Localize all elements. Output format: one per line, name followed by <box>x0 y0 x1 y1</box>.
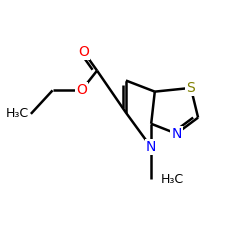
Text: H₃C: H₃C <box>161 173 184 186</box>
Text: N: N <box>146 140 156 154</box>
Text: N: N <box>171 127 182 141</box>
Text: O: O <box>78 45 89 59</box>
Text: O: O <box>76 84 87 98</box>
Text: S: S <box>186 81 195 95</box>
Text: H₃C: H₃C <box>5 108 28 120</box>
